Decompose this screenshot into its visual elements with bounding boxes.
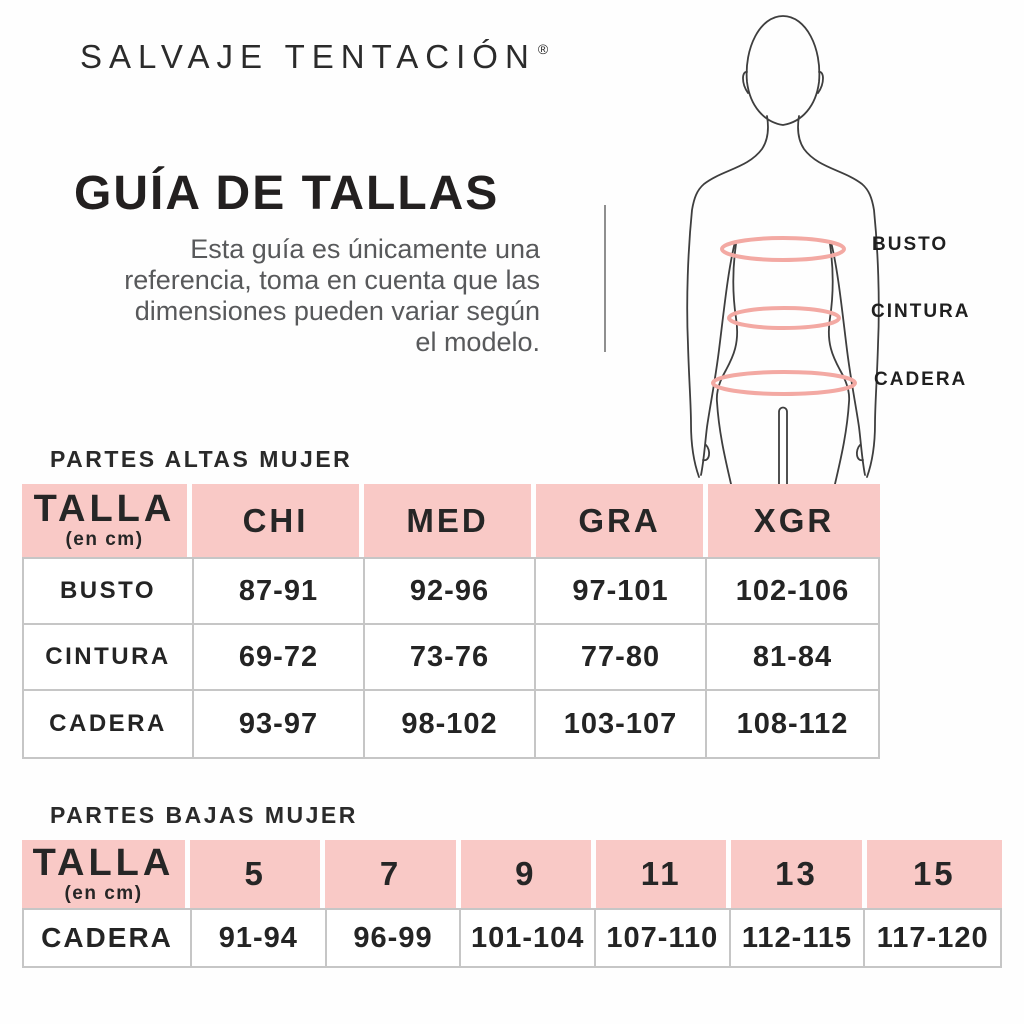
ear-right: [817, 71, 824, 94]
value-cell: 93-97: [194, 691, 365, 757]
ear-left: [742, 71, 749, 94]
size-table-partes-bajas: TALLA (en cm) 5 7 9 11 13 15 CADERA 91-94 96-99 101…: [22, 840, 1002, 968]
value-cell: 73-76: [365, 625, 536, 689]
registered-trademark-icon: ®: [537, 41, 549, 57]
row-label-cell: BUSTO: [24, 559, 194, 623]
table-row: CADERA 91-94 96-99 101-104 107-110 112-115 117…: [24, 910, 1000, 966]
table-header-row: TALLA (en cm) CHI MED GRA XGR: [22, 484, 880, 557]
value-cell: 87-91: [194, 559, 365, 623]
hip-measure-line: [711, 370, 857, 396]
hand-thumb-left: [702, 444, 710, 462]
header-cell-size: 15: [866, 840, 1002, 908]
header-cell-size: CHI: [192, 484, 364, 557]
vertical-divider: [604, 205, 606, 352]
figure-label-cadera: CADERA: [874, 369, 968, 390]
value-cell: 77-80: [536, 625, 707, 689]
brand-logo: SALVAJE TENTACIÓN ®: [80, 38, 548, 76]
value-cell: 101-104: [461, 910, 596, 966]
value-cell: 91-94: [192, 910, 327, 966]
value-cell: 117-120: [876, 921, 989, 954]
figure-label-cintura: CINTURA: [871, 301, 971, 322]
hand-thumb-right: [856, 444, 864, 462]
table-header-row: TALLA (en cm) 5 7 9 11 13 15: [22, 840, 1002, 908]
row-label-cell: CADERA: [24, 910, 192, 966]
value-cell: 108-112: [736, 707, 849, 740]
value-cell: 92-96: [365, 559, 536, 623]
value-cell: 103-107: [536, 691, 707, 757]
value-cell: 112-115: [731, 910, 866, 966]
header-cell-talla: TALLA (en cm): [22, 484, 192, 557]
header-cell-size: 9: [460, 840, 596, 908]
header-cell-talla: TALLA (en cm): [22, 840, 190, 908]
description-line: dimensiones pueden variar según: [134, 296, 540, 326]
description-line: el modelo.: [415, 327, 540, 357]
table-row: CADERA 93-97 98-102 103-107 108-112: [24, 691, 878, 757]
table-body: BUSTO 87-91 92-96 97-101 102-106 CINTURA 69-72…: [22, 557, 880, 759]
bust-measure-line: [720, 236, 846, 262]
header-cell-size: GRA: [536, 484, 708, 557]
size-table-partes-altas: TALLA (en cm) CHI MED GRA XGR BUSTO 87-91 92-96 9…: [22, 484, 880, 759]
header-cell-size: 11: [595, 840, 732, 908]
value-cell: 98-102: [365, 691, 536, 757]
description-line: Esta guía es únicamente una: [190, 234, 540, 264]
neck-shoulder-arm-right: [797, 115, 880, 478]
female-body-silhouette-illustration: [686, 15, 880, 484]
head-outline: [745, 15, 821, 126]
header-cell-size: MED: [364, 484, 536, 557]
talla-unit-label: (en cm): [65, 529, 144, 551]
row-label-cell: CADERA: [24, 691, 194, 757]
table-body: CADERA 91-94 96-99 101-104 107-110 112-115 117…: [22, 908, 1002, 968]
description-line: referencia, toma en cuenta que las: [124, 265, 540, 295]
value-cell: 97-101: [536, 559, 707, 623]
inner-arm-left: [700, 241, 736, 476]
table-row: BUSTO 87-91 92-96 97-101 102-106: [24, 559, 878, 625]
inner-legs: [778, 406, 788, 484]
waist-measure-line: [727, 306, 841, 330]
talla-label: TALLA: [33, 488, 176, 531]
value-cell: 102-106: [735, 574, 850, 607]
torso-leg-left: [715, 243, 739, 484]
value-cell: 81-84: [752, 640, 833, 673]
inner-arm-right: [830, 241, 866, 476]
header-cell-size: XGR: [708, 484, 880, 557]
header-cell-size: 5: [190, 840, 326, 908]
page-title: GUÍA DE TALLAS: [74, 167, 500, 220]
row-label-cell: CINTURA: [24, 625, 194, 689]
talla-unit-label: (en cm): [64, 882, 143, 904]
section-title-partes-bajas: PARTES BAJAS MUJER: [50, 802, 358, 828]
figure-label-busto: BUSTO: [872, 234, 949, 255]
description-text: Esta guía es únicamente una referencia, …: [58, 234, 540, 358]
value-cell: 69-72: [194, 625, 365, 689]
talla-label: TALLA: [32, 841, 175, 884]
torso-leg-right: [827, 243, 851, 484]
brand-name: SALVAJE TENTACIÓN: [80, 38, 536, 75]
section-title-partes-altas: PARTES ALTAS MUJER: [50, 446, 353, 472]
value-cell: 107-110: [596, 910, 731, 966]
table-row: CINTURA 69-72 73-76 77-80 81-84: [24, 625, 878, 691]
value-cell: 96-99: [327, 910, 462, 966]
neck-shoulder-arm-left: [686, 115, 769, 478]
header-cell-size: 7: [325, 840, 461, 908]
header-cell-size: 13: [731, 840, 867, 908]
